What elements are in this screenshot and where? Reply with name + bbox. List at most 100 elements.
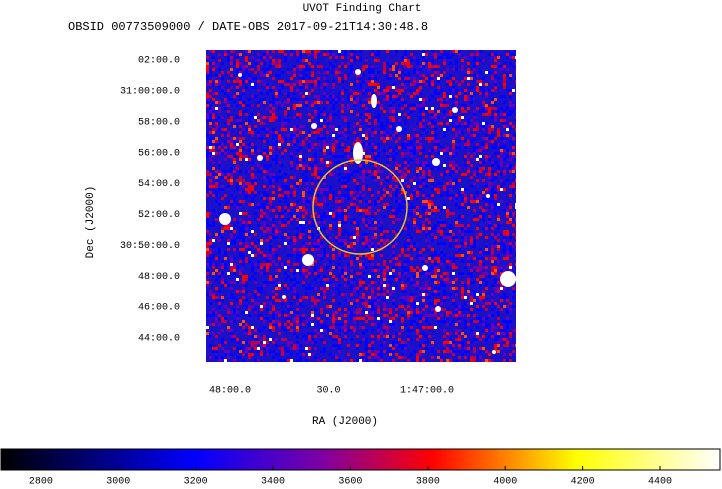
noise-pixel <box>317 98 320 101</box>
noise-pixel <box>356 260 359 263</box>
noise-pixel <box>365 143 368 146</box>
noise-pixel <box>332 299 335 302</box>
noise-pixel <box>371 92 374 95</box>
noise-pixel <box>209 239 212 242</box>
noise-pixel <box>305 296 308 299</box>
noise-pixel <box>266 50 269 53</box>
noise-pixel <box>347 203 350 206</box>
noise-pixel <box>311 131 314 134</box>
noise-pixel <box>287 167 290 170</box>
noise-pixel <box>308 164 311 167</box>
noise-pixel <box>452 173 455 176</box>
noise-pixel <box>290 77 293 80</box>
noise-pixel <box>479 110 482 113</box>
noise-pixel <box>476 89 479 92</box>
noise-pixel <box>380 293 383 296</box>
noise-pixel <box>374 164 377 167</box>
noise-pixel <box>494 83 497 86</box>
noise-pixel <box>431 137 434 140</box>
noise-pixel <box>377 122 380 125</box>
noise-pixel <box>422 62 425 65</box>
noise-pixel <box>479 296 482 299</box>
noise-pixel <box>329 143 332 146</box>
noise-pixel <box>260 95 263 98</box>
noise-pixel <box>269 119 272 122</box>
noise-pixel <box>275 86 278 89</box>
noise-pixel <box>338 194 341 197</box>
noise-pixel <box>281 125 284 128</box>
noise-pixel <box>482 251 485 254</box>
noise-pixel <box>374 179 377 182</box>
noise-pixel <box>359 62 362 65</box>
noise-pixel <box>443 278 446 281</box>
noise-pixel <box>407 302 410 305</box>
noise-pixel <box>392 125 395 128</box>
noise-pixel <box>230 287 233 290</box>
noise-pixel <box>338 254 341 257</box>
noise-pixel <box>338 80 341 83</box>
noise-pixel <box>278 116 281 119</box>
noise-pixel <box>218 125 221 128</box>
noise-pixel <box>338 131 341 134</box>
noise-pixel <box>392 287 395 290</box>
noise-pixel <box>410 155 413 158</box>
noise-pixel <box>347 197 350 200</box>
noise-pixel <box>347 98 350 101</box>
noise-pixel <box>209 257 212 260</box>
noise-pixel <box>206 212 209 215</box>
noise-pixel <box>308 221 311 224</box>
noise-pixel <box>434 305 437 308</box>
noise-pixel <box>206 149 209 152</box>
noise-pixel <box>497 53 500 56</box>
noise-pixel <box>359 50 362 53</box>
noise-pixel <box>401 200 404 203</box>
noise-pixel <box>302 293 305 296</box>
noise-pixel <box>353 227 356 230</box>
noise-pixel <box>431 65 434 68</box>
noise-pixel <box>413 284 416 287</box>
noise-pixel <box>305 275 308 278</box>
noise-pixel <box>467 128 470 131</box>
noise-pixel <box>431 239 434 242</box>
noise-pixel <box>497 275 500 278</box>
noise-pixel <box>500 185 503 188</box>
noise-pixel <box>455 266 458 269</box>
noise-pixel <box>434 257 437 260</box>
noise-pixel <box>305 245 308 248</box>
noise-pixel <box>320 236 323 239</box>
noise-pixel <box>239 92 242 95</box>
noise-pixel <box>380 218 383 221</box>
noise-pixel <box>383 50 386 53</box>
noise-pixel <box>350 293 353 296</box>
noise-pixel <box>311 71 314 74</box>
noise-pixel <box>320 308 323 311</box>
noise-pixel <box>407 245 410 248</box>
noise-pixel <box>254 278 257 281</box>
noise-pixel <box>242 191 245 194</box>
noise-pixel <box>221 230 224 233</box>
noise-pixel <box>422 299 425 302</box>
noise-pixel <box>323 125 326 128</box>
noise-pixel <box>449 206 452 209</box>
noise-pixel <box>416 137 419 140</box>
noise-pixel <box>266 152 269 155</box>
noise-pixel <box>449 185 452 188</box>
noise-pixel <box>506 158 509 161</box>
noise-pixel <box>503 149 506 152</box>
noise-pixel <box>425 218 428 221</box>
noise-pixel <box>491 182 494 185</box>
noise-pixel <box>242 95 245 98</box>
noise-pixel <box>494 173 497 176</box>
noise-pixel <box>500 68 503 71</box>
noise-pixel <box>293 137 296 140</box>
noise-pixel <box>242 263 245 266</box>
noise-pixel <box>248 254 251 257</box>
noise-pixel <box>266 296 269 299</box>
noise-pixel <box>284 215 287 218</box>
noise-pixel <box>479 143 482 146</box>
noise-pixel <box>338 134 341 137</box>
noise-pixel <box>326 260 329 263</box>
noise-pixel <box>347 62 350 65</box>
noise-pixel <box>311 74 314 77</box>
noise-pixel <box>386 89 389 92</box>
